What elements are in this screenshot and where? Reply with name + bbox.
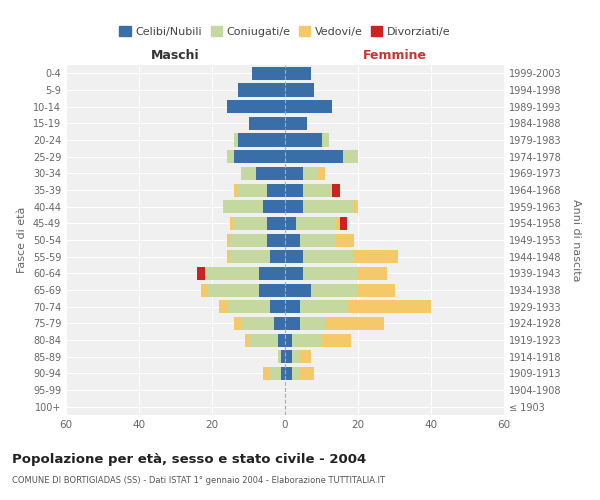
Bar [245, 334, 248, 346]
Bar [285, 200, 303, 213]
Bar [285, 100, 332, 113]
Bar [230, 250, 271, 263]
Bar [259, 267, 285, 280]
Bar [227, 100, 285, 113]
Bar [263, 200, 285, 213]
Bar [358, 267, 387, 280]
Bar [230, 234, 267, 246]
Bar [274, 317, 285, 330]
Bar [296, 217, 336, 230]
Bar [325, 317, 383, 330]
Bar [201, 284, 208, 296]
Bar [303, 167, 318, 180]
Bar [267, 184, 285, 196]
Bar [322, 134, 329, 146]
Bar [303, 250, 355, 263]
Text: Femmine: Femmine [362, 48, 427, 62]
Bar [208, 284, 259, 296]
Bar [285, 150, 343, 163]
Bar [234, 184, 238, 196]
Bar [285, 217, 296, 230]
Bar [299, 234, 336, 246]
Bar [336, 217, 340, 230]
Bar [285, 234, 299, 246]
Bar [271, 300, 285, 313]
Bar [281, 350, 285, 363]
Bar [285, 250, 303, 263]
Bar [292, 334, 322, 346]
Bar [256, 167, 285, 180]
Bar [238, 134, 285, 146]
Y-axis label: Fasce di età: Fasce di età [17, 207, 27, 273]
Bar [285, 134, 322, 146]
Bar [248, 117, 285, 130]
Bar [285, 84, 314, 96]
Bar [227, 300, 271, 313]
Bar [227, 150, 234, 163]
Bar [318, 167, 325, 180]
Bar [285, 184, 303, 196]
Bar [292, 350, 299, 363]
Bar [299, 350, 311, 363]
Bar [285, 167, 303, 180]
Text: Popolazione per età, sesso e stato civile - 2004: Popolazione per età, sesso e stato civil… [12, 452, 366, 466]
Bar [285, 300, 299, 313]
Bar [303, 267, 358, 280]
Bar [197, 267, 205, 280]
Bar [267, 234, 285, 246]
Bar [227, 250, 230, 263]
Bar [355, 200, 358, 213]
Bar [248, 334, 278, 346]
Bar [281, 367, 285, 380]
Bar [234, 134, 238, 146]
Bar [227, 234, 230, 246]
Bar [220, 300, 227, 313]
Bar [241, 317, 274, 330]
Bar [285, 284, 311, 296]
Bar [292, 367, 299, 380]
Bar [299, 300, 347, 313]
Bar [285, 267, 303, 280]
Bar [355, 250, 398, 263]
Bar [241, 167, 256, 180]
Bar [278, 350, 281, 363]
Bar [336, 234, 355, 246]
Bar [340, 217, 347, 230]
Bar [285, 117, 307, 130]
Bar [332, 184, 340, 196]
Bar [238, 184, 267, 196]
Bar [259, 284, 285, 296]
Bar [303, 184, 332, 196]
Bar [303, 200, 355, 213]
Bar [285, 67, 311, 80]
Bar [234, 150, 285, 163]
Bar [322, 334, 350, 346]
Bar [285, 317, 299, 330]
Bar [299, 317, 325, 330]
Bar [285, 367, 292, 380]
Y-axis label: Anni di nascita: Anni di nascita [571, 198, 581, 281]
Bar [234, 317, 241, 330]
Bar [278, 334, 285, 346]
Bar [271, 250, 285, 263]
Bar [234, 217, 267, 230]
Legend: Celibi/Nubili, Coniugati/e, Vedovi/e, Divorziati/e: Celibi/Nubili, Coniugati/e, Vedovi/e, Di… [115, 22, 455, 41]
Bar [230, 217, 234, 230]
Bar [267, 217, 285, 230]
Bar [271, 367, 281, 380]
Bar [223, 200, 263, 213]
Text: Maschi: Maschi [151, 48, 200, 62]
Bar [343, 150, 358, 163]
Bar [263, 367, 271, 380]
Bar [299, 367, 314, 380]
Bar [285, 350, 292, 363]
Bar [358, 284, 395, 296]
Text: COMUNE DI BORTIGIADAS (SS) - Dati ISTAT 1° gennaio 2004 - Elaborazione TUTTITALI: COMUNE DI BORTIGIADAS (SS) - Dati ISTAT … [12, 476, 385, 485]
Bar [252, 67, 285, 80]
Bar [205, 267, 259, 280]
Bar [285, 334, 292, 346]
Bar [347, 300, 431, 313]
Bar [238, 84, 285, 96]
Bar [311, 284, 358, 296]
